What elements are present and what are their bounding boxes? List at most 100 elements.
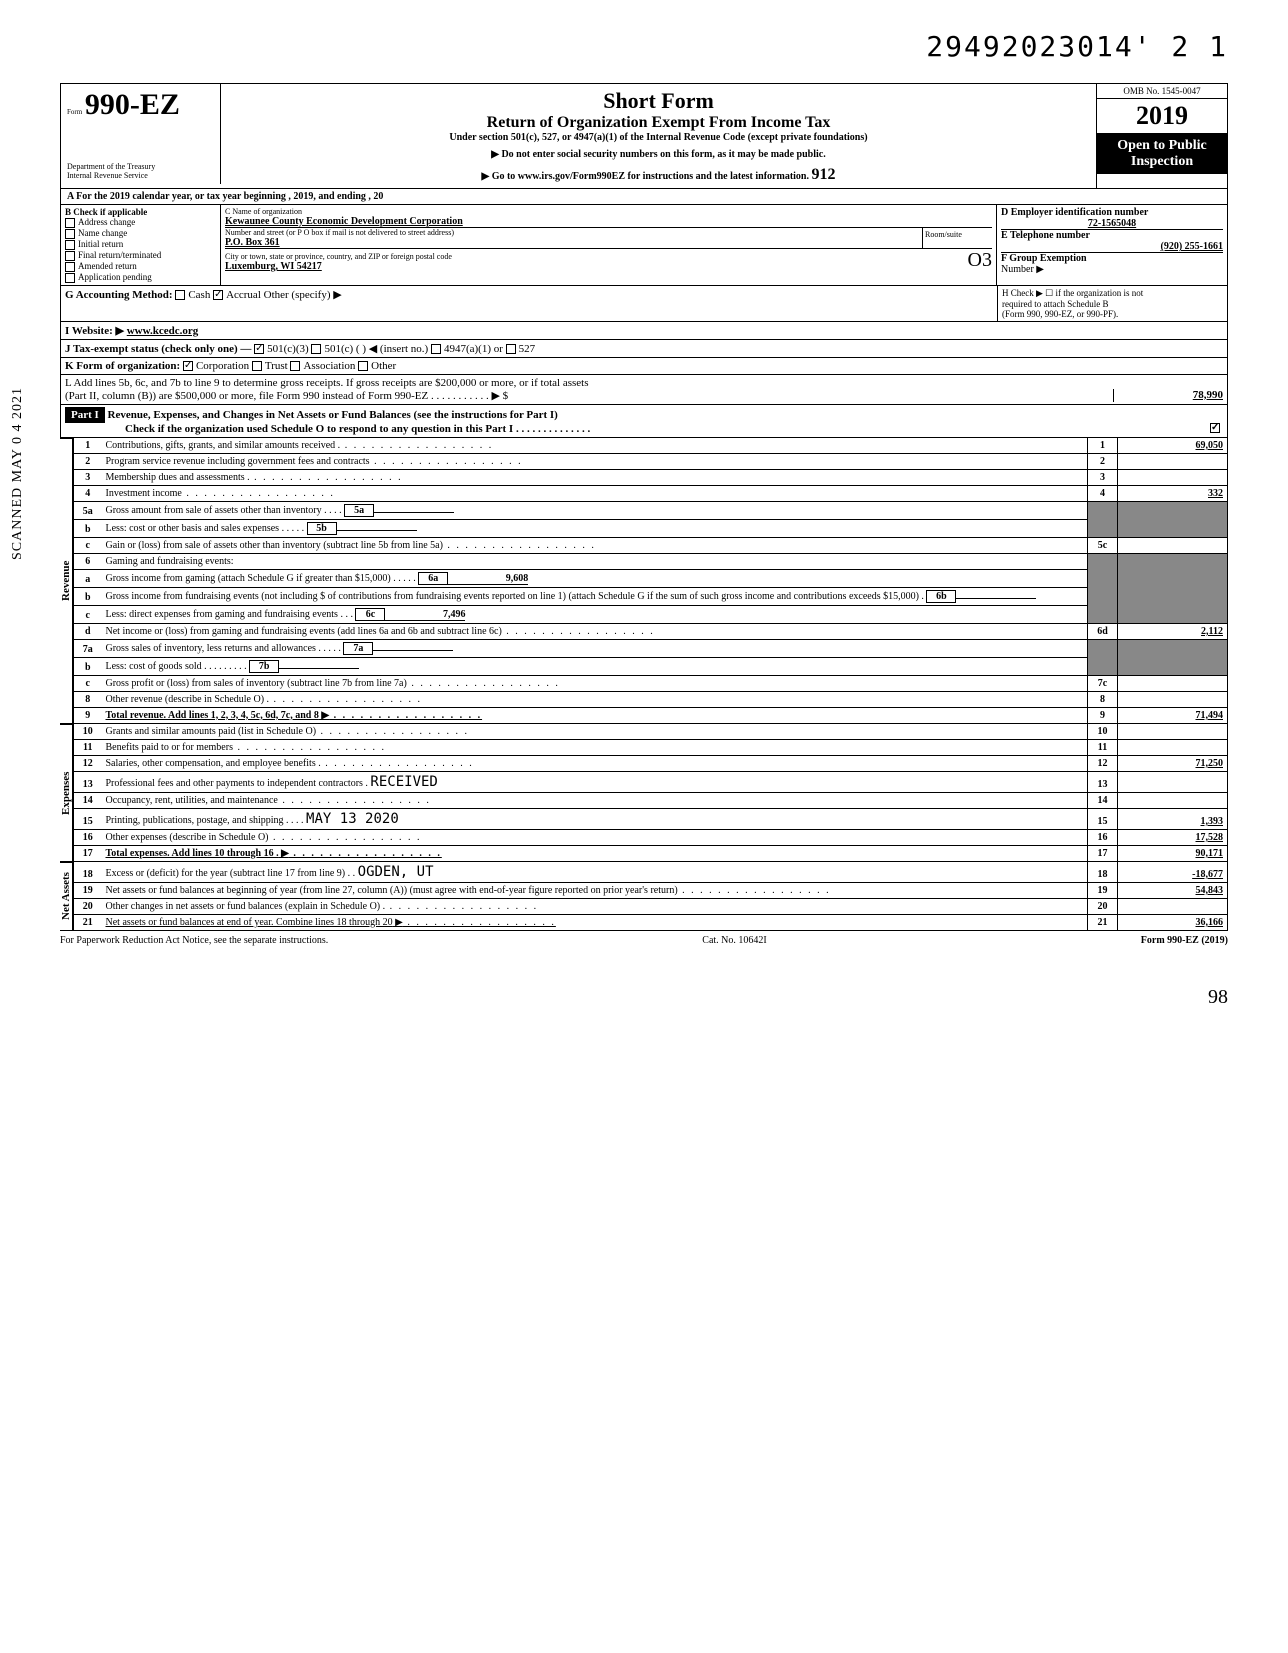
g-label: G Accounting Method: [65,289,173,301]
line-20-amt [1118,898,1228,914]
chk-name-change[interactable] [65,229,75,239]
chk-accrual[interactable] [213,290,223,300]
lbl-501c: 501(c) ( [324,343,359,355]
chk-address-change[interactable] [65,218,75,228]
expenses-table: 10Grants and similar amounts paid (list … [73,724,1228,862]
open-public-2: Inspection [1099,154,1225,170]
lbl-501c3: 501(c)(3) [267,343,309,355]
chk-assoc[interactable] [290,361,300,371]
note-goto-text: ▶ Go to www.irs.gov/Form990EZ for instru… [482,171,810,182]
line-10-desc: Grants and similar amounts paid (list in… [102,724,1088,740]
line-5b-inner [337,530,417,531]
lbl-corp: Corporation [196,360,249,372]
chk-initial-return[interactable] [65,240,75,250]
lbl-insert-no: ) ◀ (insert no.) [362,343,428,355]
chk-527[interactable] [506,344,516,354]
chk-501c3[interactable] [254,344,264,354]
f-header: F Group Exemption [1001,252,1223,264]
phone-value: (920) 255-1661 [1001,241,1223,252]
lbl-other-method: Other (specify) ▶ [264,289,342,301]
chk-other-org[interactable] [358,361,368,371]
line-6a-inner: 9,608 [448,573,528,585]
line-5a-desc: Gross amount from sale of assets other t… [106,505,322,516]
chk-cash[interactable] [175,290,185,300]
lbl-accrual: Accrual [226,289,261,301]
line-16-amt: 17,528 [1118,829,1228,845]
l-value: 78,990 [1113,389,1223,402]
entity-block: B Check if applicable Address change Nam… [60,205,1228,286]
line-10-amt [1118,724,1228,740]
lbl-527: 527 [519,343,536,355]
room-suite: Room/suite [922,228,992,248]
line-12-desc: Salaries, other compensation, and employ… [102,755,1088,771]
chk-app-pending[interactable] [65,273,75,283]
l-line1: L Add lines 5b, 6c, and 7b to line 9 to … [65,377,1223,389]
lbl-assoc: Association [303,360,355,372]
title-short-form: Short Form [229,88,1088,114]
line-2-desc: Program service revenue including govern… [102,453,1088,469]
scanned-stamp: SCANNED MAY 0 4 2021 [10,387,26,560]
note-ssn: ▶ Do not enter social security numbers o… [229,149,1088,160]
h-line3: (Form 990, 990-EZ, or 990-PF). [1002,309,1223,319]
handwritten-912: 912 [812,166,836,183]
line-21-amt: 36,166 [1118,914,1228,930]
line-19-desc: Net assets or fund balances at beginning… [102,882,1088,898]
section-net-assets: Net Assets [60,862,73,931]
ein-value: 72-1565048 [1001,218,1223,229]
j-label: J Tax-exempt status (check only one) — [65,343,251,355]
line-7c-amt [1118,675,1228,691]
stamp-date: MAY 13 2020 [306,811,399,827]
note-goto: ▶ Go to www.irs.gov/Form990EZ for instru… [229,166,1088,184]
line-6c-inner: 7,496 [385,609,465,621]
lbl-other-org: Other [371,360,396,372]
line-17-desc: Total expenses. Add lines 10 through 16 … [106,848,279,859]
line-6a-desc: Gross income from gaming (attach Schedul… [106,573,396,584]
lbl-app-pending: Application pending [78,272,152,282]
chk-corp[interactable] [183,361,193,371]
line-7b-desc: Less: cost of goods sold [106,661,202,672]
e-header: E Telephone number [1001,229,1223,241]
title-under: Under section 501(c), 527, or 4947(a)(1)… [229,132,1088,143]
b-header: B Check if applicable [65,207,216,217]
form-number: 990-EZ [85,88,180,121]
lbl-initial-return: Initial return [78,239,123,249]
line-5b-desc: Less: cost or other basis and sales expe… [106,523,285,534]
chk-4947[interactable] [431,344,441,354]
chk-final-return[interactable] [65,251,75,261]
line-5c-desc: Gain or (loss) from sale of assets other… [102,537,1088,553]
line-3-amt [1118,469,1228,485]
line-11-amt [1118,739,1228,755]
page-mark: 98 [60,986,1228,1009]
line-15-amt: 1,393 [1118,808,1228,829]
form-header: Form 990-EZ Department of the Treasury I… [60,83,1228,189]
k-label: K Form of organization: [65,360,180,372]
line-20-desc: Other changes in net assets or fund bala… [102,898,1088,914]
part1-check: Check if the organization used Schedule … [125,423,590,435]
chk-schedule-o[interactable] [1210,423,1220,433]
line-7a-inner [373,650,453,651]
line-6d-desc: Net income or (loss) from gaming and fun… [102,623,1088,639]
line-5a-inner [374,512,454,513]
open-public-1: Open to Public [1099,138,1225,154]
line-6b-inner [956,598,1036,599]
line-1-desc: Contributions, gifts, grants, and simila… [102,438,1088,454]
line-9-amt: 71,494 [1118,707,1228,723]
l-line2: (Part II, column (B)) are $500,000 or mo… [65,389,1113,402]
line-1-amt: 69,050 [1118,438,1228,454]
line-9-desc: Total revenue. Add lines 1, 2, 3, 4, 5c,… [106,710,319,721]
chk-501c[interactable] [311,344,321,354]
document-id: 29492023014' 2 1 [60,30,1228,63]
section-expenses: Expenses [60,724,73,862]
line-4-desc: Investment income [102,485,1088,501]
lbl-4947: 4947(a)(1) or [444,343,503,355]
lbl-cash: Cash [188,289,210,301]
footer-catno: Cat. No. 10642I [702,935,766,946]
chk-trust[interactable] [252,361,262,371]
line-15-desc: Printing, publications, postage, and shi… [106,815,289,826]
chk-amended[interactable] [65,262,75,272]
line-6c-desc: Less: direct expenses from gaming and fu… [106,609,338,620]
addr-header: Number and street (or P O box if mail is… [225,228,922,237]
line-17-amt: 90,171 [1118,845,1228,861]
f-sub: Number ▶ [1001,264,1223,275]
line-13-desc: Professional fees and other payments to … [106,778,368,789]
